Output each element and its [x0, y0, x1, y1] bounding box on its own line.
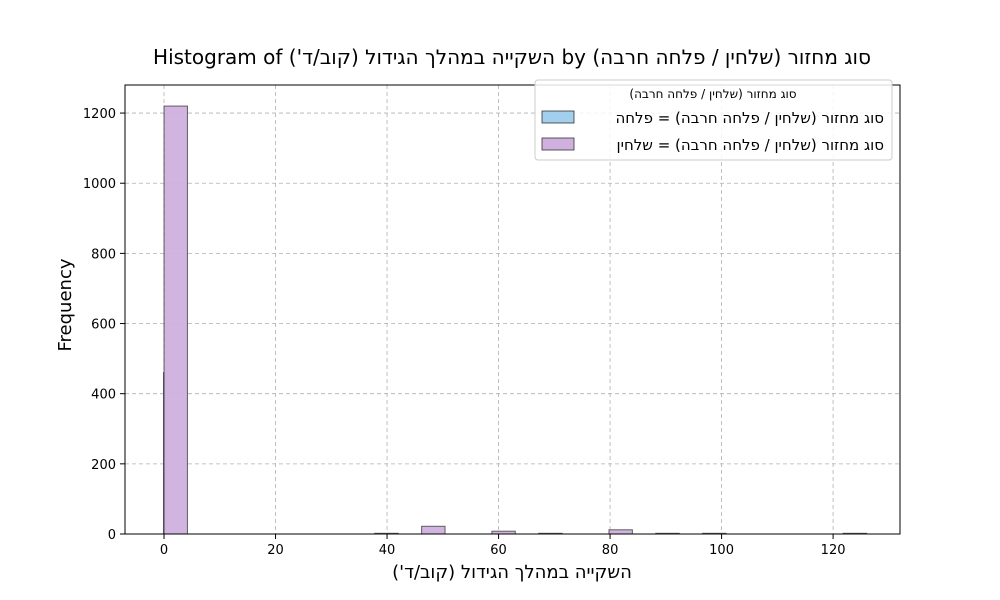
y-axis-label: Frequency: [55, 258, 76, 351]
legend-title: סוג מחזור (שלחין / פלחה חרבה): [629, 87, 796, 101]
histogram-bar-series-2: [163, 105, 188, 535]
legend-swatch-shlachin: [541, 137, 575, 151]
legend: סוג מחזור (שלחין / פלחה חרבה) סוג מחזור …: [534, 79, 893, 161]
y-tick-label: 200: [91, 458, 116, 473]
x-tick-label: 120: [821, 543, 846, 558]
legend-swatch-palcha: [541, 110, 575, 124]
x-tick-label: 100: [709, 543, 734, 558]
histogram-bar-series-2: [421, 525, 446, 535]
y-tick-label: 600: [91, 318, 116, 333]
x-tick-label: 60: [490, 543, 507, 558]
legend-label-shlachin: סוג מחזור (שלחין / פלחה חרבה) = שלחין: [617, 136, 884, 154]
x-tick-label: 80: [602, 543, 619, 558]
x-axis-ticks: 0 20 40 60 80 100 120: [160, 534, 846, 558]
x-tick-label: 40: [379, 543, 396, 558]
histogram-bars: [162, 105, 868, 535]
y-tick-label: 1000: [83, 177, 116, 192]
y-tick-label: 1200: [83, 107, 116, 122]
y-tick-label: 400: [91, 388, 116, 403]
histogram-bar-series-2: [608, 529, 633, 535]
chart-title: Histogram of השקייה במהלך הגידול (קוב/ד'…: [153, 45, 871, 69]
y-axis-ticks: 0 200 400 600 800 1000 1200: [83, 107, 125, 543]
y-tick-label: 800: [91, 247, 116, 262]
legend-frame: [534, 79, 893, 161]
y-tick-label: 0: [108, 528, 116, 543]
legend-label-palcha: סוג מחזור (שלחין / פלחה חרבה) = פלחה: [615, 109, 884, 127]
x-axis-label: השקייה במהלך הגידול (קוב/ד'): [392, 562, 632, 583]
x-tick-label: 20: [267, 543, 284, 558]
plot-frame: [124, 84, 901, 535]
x-tick-label: 0: [160, 543, 168, 558]
